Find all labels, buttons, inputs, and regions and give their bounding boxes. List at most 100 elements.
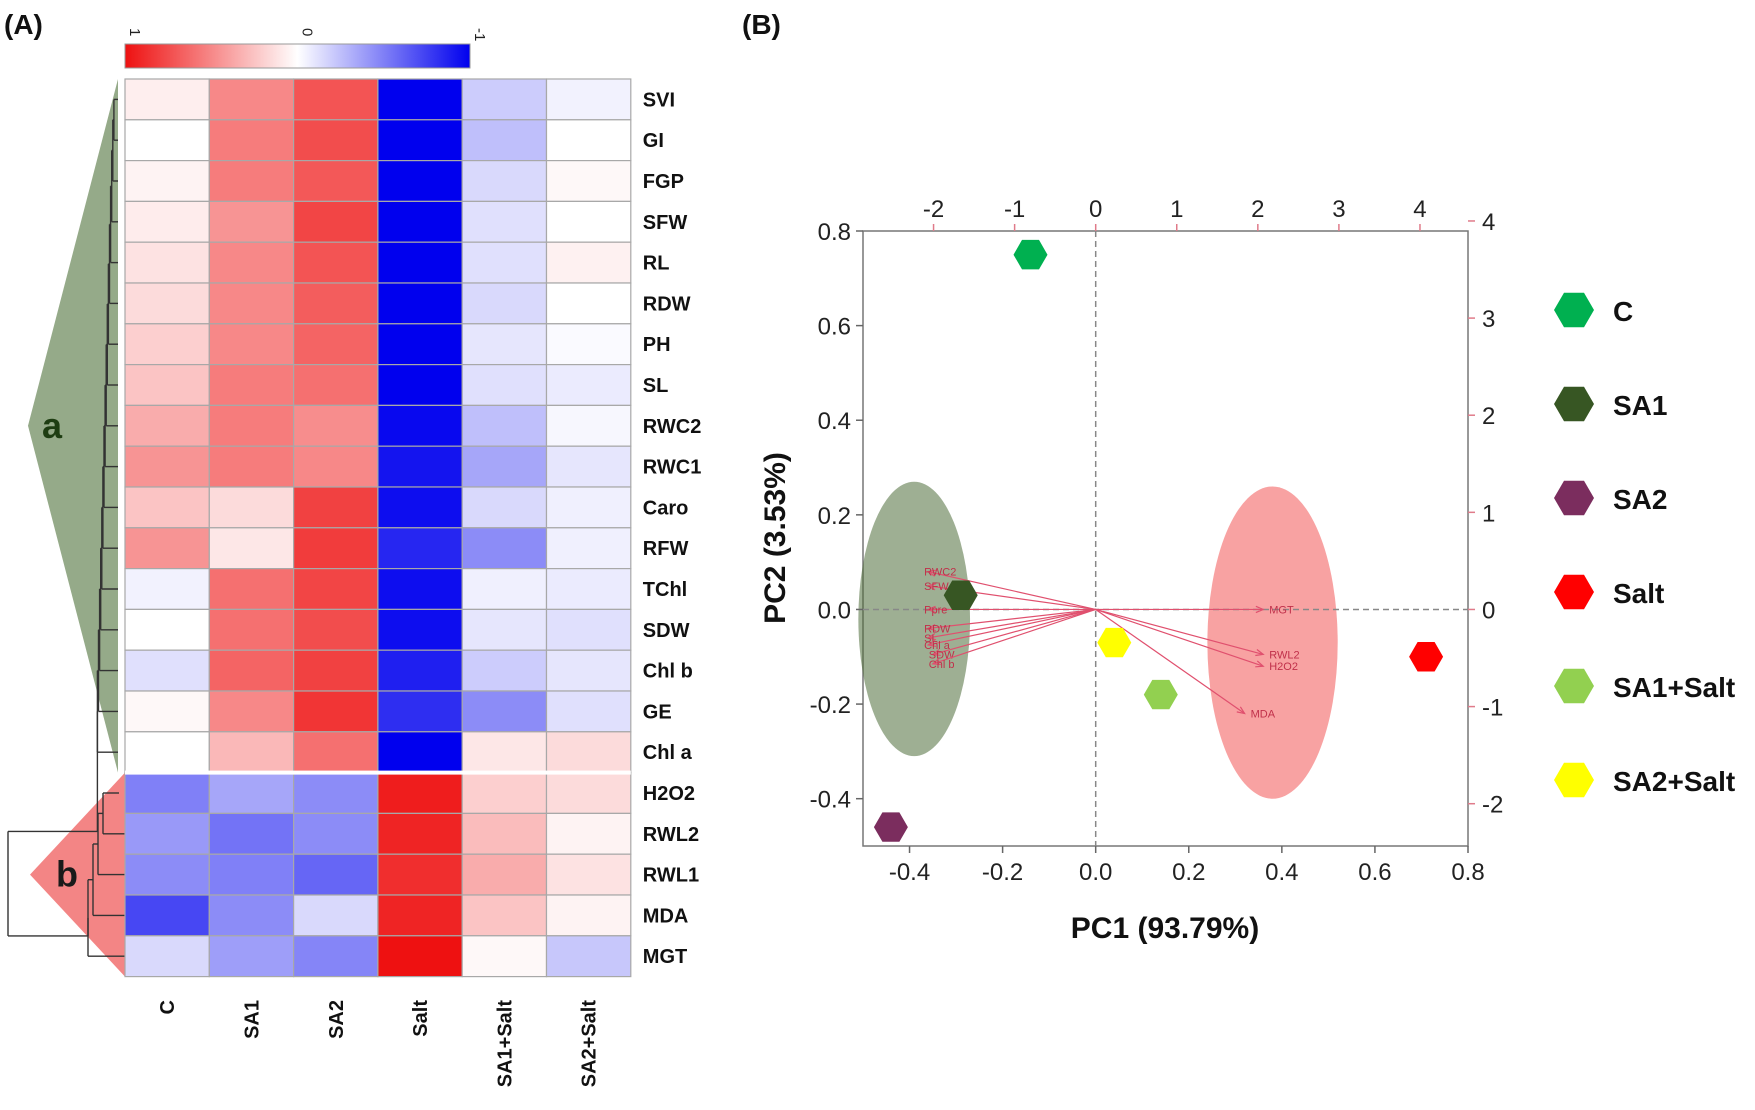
- heatmap-cell: [461, 567, 548, 610]
- heatmap-cell: [545, 771, 632, 814]
- heatmap-cell: [208, 78, 295, 121]
- heatmap-cell: [208, 812, 295, 855]
- heatmap-cell: [377, 282, 463, 325]
- point-salt: [1409, 642, 1444, 672]
- heatmap-cell: [461, 200, 548, 243]
- x-axis-title: PC1 (93.79%): [1071, 912, 1259, 945]
- heatmap-cell: [545, 323, 632, 366]
- heatmap-cell: [293, 119, 379, 162]
- row-label-caro: Caro: [643, 497, 689, 519]
- heatmap-cell: [293, 200, 379, 243]
- right-tick-label: 0: [1482, 597, 1495, 624]
- heatmap-cell: [293, 649, 379, 692]
- right-tick-label: -1: [1482, 695, 1503, 722]
- row-label-mgt: MGT: [643, 946, 687, 968]
- heatmap-cell: [293, 445, 379, 488]
- legend-marker-salt: [1554, 574, 1594, 610]
- heatmap-cell: [461, 282, 548, 325]
- loading-arrowhead: [926, 639, 937, 648]
- heatmap-cell: [124, 567, 210, 610]
- heatmap-cell: [208, 241, 295, 284]
- cluster-a-shape: [28, 79, 118, 773]
- heatmap-cell: [208, 894, 295, 937]
- x-tick-label: 0.0: [1079, 859, 1112, 886]
- row-label-gi: GI: [643, 130, 664, 152]
- heatmap-cell: [545, 160, 632, 203]
- loading-label-rwl2: RWL2: [1269, 649, 1299, 661]
- heatmap-cell: [208, 608, 295, 651]
- heatmap-cell: [124, 78, 210, 121]
- y-tick-label: 0.6: [818, 314, 851, 341]
- heatmap-cell: [208, 364, 295, 407]
- heatmap-cell: [461, 690, 548, 733]
- loading-arrow-chl-a: [928, 608, 1096, 646]
- heatmap-cell: [293, 731, 379, 774]
- loading-label-sfw: SFW: [924, 581, 949, 593]
- heatmap-cell: [293, 567, 379, 610]
- x-tick-label: -0.2: [982, 859, 1023, 886]
- heatmap-cell: [124, 364, 210, 407]
- column-label-c: C: [157, 1000, 179, 1014]
- heatmap-cell: [377, 78, 463, 121]
- heatmap-cell: [124, 649, 210, 692]
- heatmap-cell: [545, 567, 632, 610]
- heatmap-cell: [461, 812, 548, 855]
- heatmap-cell: [545, 200, 632, 243]
- right-tick-label: 4: [1482, 209, 1495, 236]
- row-label-fgp: FGP: [643, 171, 684, 193]
- heatmap-cell: [461, 160, 548, 203]
- colorbar-tick-label: 0: [299, 28, 316, 36]
- heatmap-cell: [124, 935, 210, 978]
- top-tick-label: 3: [1332, 196, 1345, 223]
- loading-arrow-chl-b: [932, 608, 1096, 665]
- heatmap-cell: [124, 323, 210, 366]
- heatmap-cell: [377, 608, 463, 651]
- loading-label-h2o2: H2O2: [1269, 661, 1298, 673]
- heatmap-cell: [293, 894, 379, 937]
- column-label-sa1-salt: SA1+Salt: [494, 1000, 516, 1088]
- heatmap-cell: [124, 241, 210, 284]
- heatmap-cell: [124, 731, 210, 774]
- top-tick-label: 4: [1413, 196, 1426, 223]
- plot-frame: [862, 230, 1469, 847]
- row-label-ge: GE: [643, 701, 672, 723]
- cluster-b-label: b: [56, 854, 78, 895]
- y-tick-label: 0.0: [818, 597, 851, 624]
- heatmap-cell: [545, 935, 632, 978]
- ellipse-sa1: [858, 481, 971, 757]
- heatmap-cell: [377, 649, 463, 692]
- legend: C SA1 SA2 Salt SA1+Salt SA2+Salt: [1554, 292, 1735, 798]
- heatmap-cell: [377, 567, 463, 610]
- column-label-sa2-salt: SA2+Salt: [579, 1000, 601, 1088]
- heatmap-cell: [208, 323, 295, 366]
- row-label-rwc2: RWC2: [643, 416, 702, 438]
- heatmap-cell: [545, 445, 632, 488]
- column-label-salt: Salt: [410, 1000, 432, 1037]
- heatmap-cell: [208, 486, 295, 529]
- heatmap-cell: [208, 731, 295, 774]
- point-sa1-salt: [1143, 679, 1178, 710]
- heatmap-cell: [293, 404, 379, 447]
- point-sa1: [943, 580, 978, 610]
- loading-label-mgt: MGT: [1269, 604, 1294, 616]
- loading-arrowhead: [1236, 706, 1246, 715]
- row-label-sl: SL: [643, 375, 669, 397]
- right-tick-label: -2: [1482, 792, 1503, 819]
- loading-label-sl: SL: [924, 633, 937, 645]
- heatmap-cell: [545, 241, 632, 284]
- heatmap-cell: [377, 119, 463, 162]
- loading-arrowhead: [1255, 649, 1265, 657]
- y-tick-label: -0.4: [810, 787, 851, 814]
- heatmap-cell: [293, 812, 379, 855]
- heatmap-cell: [293, 323, 379, 366]
- heatmap-cell: [293, 690, 379, 733]
- loading-arrow-h2o2: [1095, 608, 1264, 667]
- loading-label-rdw: RDW: [924, 623, 951, 635]
- heatmap-cell: [208, 404, 295, 447]
- heatmap-cell: [208, 445, 295, 488]
- legend-label-sa2: SA2: [1613, 484, 1667, 515]
- heatmap-cell: [461, 935, 548, 978]
- heatmap-cell: [124, 445, 210, 488]
- heatmap-cell: [545, 527, 632, 570]
